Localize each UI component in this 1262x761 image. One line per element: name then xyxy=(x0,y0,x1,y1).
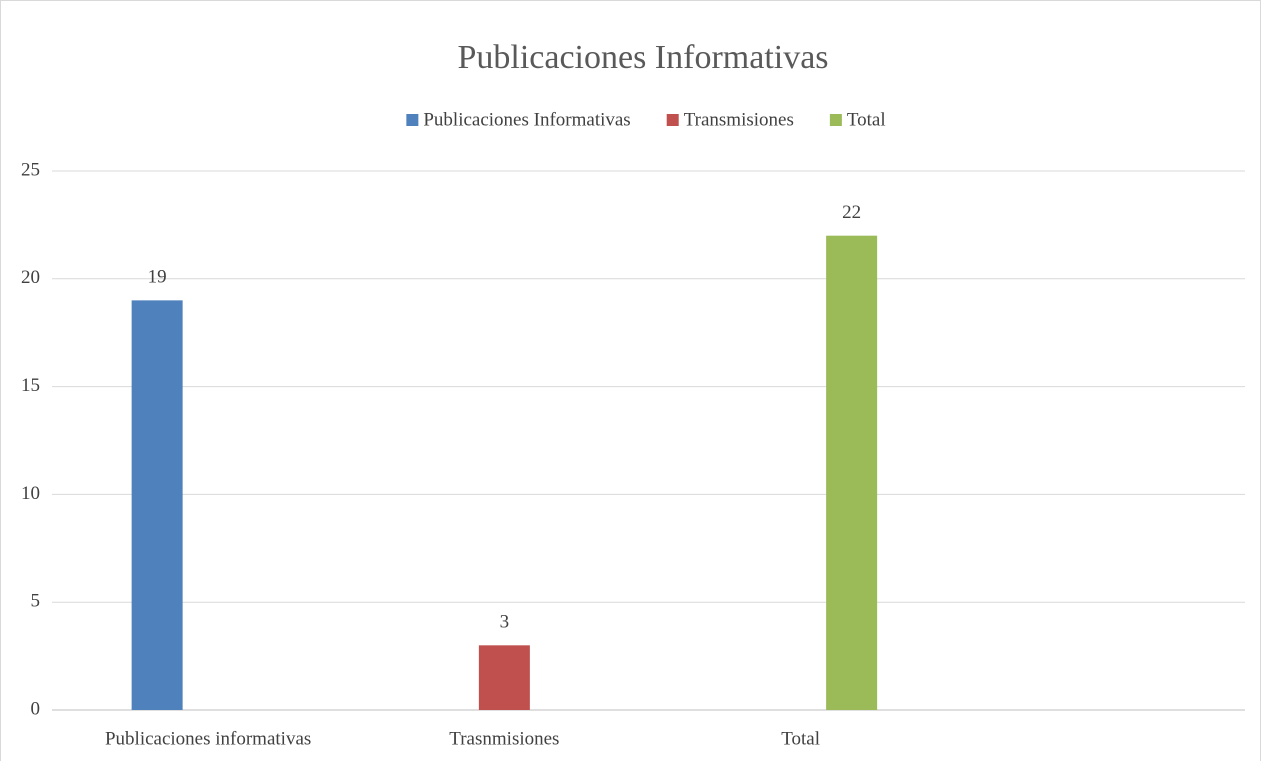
y-tick-label: 25 xyxy=(21,159,40,180)
legend-label: Total xyxy=(847,109,886,130)
chart-title: Publicaciones Informativas xyxy=(457,39,828,76)
data-label: 22 xyxy=(842,202,861,223)
y-tick-label: 20 xyxy=(21,267,40,288)
legend-label: Transmisiones xyxy=(684,109,794,130)
bar xyxy=(826,235,878,710)
legend-swatch xyxy=(666,114,679,126)
bar xyxy=(478,645,530,710)
y-tick-label: 0 xyxy=(31,698,41,719)
x-tick-label: Trasnmisiones xyxy=(449,728,559,749)
y-tick-label: 15 xyxy=(21,375,40,396)
legend-label: Publicaciones Informativas xyxy=(423,109,630,130)
y-tick-label: 10 xyxy=(21,483,40,504)
bar xyxy=(131,300,183,710)
data-label: 19 xyxy=(148,267,167,288)
x-tick-label: Publicaciones informativas xyxy=(105,728,311,749)
legend-swatch xyxy=(829,114,842,126)
y-tick-label: 5 xyxy=(31,591,41,612)
data-label: 3 xyxy=(500,612,510,633)
legend-swatch xyxy=(406,114,419,126)
x-tick-label: Total xyxy=(781,728,820,749)
